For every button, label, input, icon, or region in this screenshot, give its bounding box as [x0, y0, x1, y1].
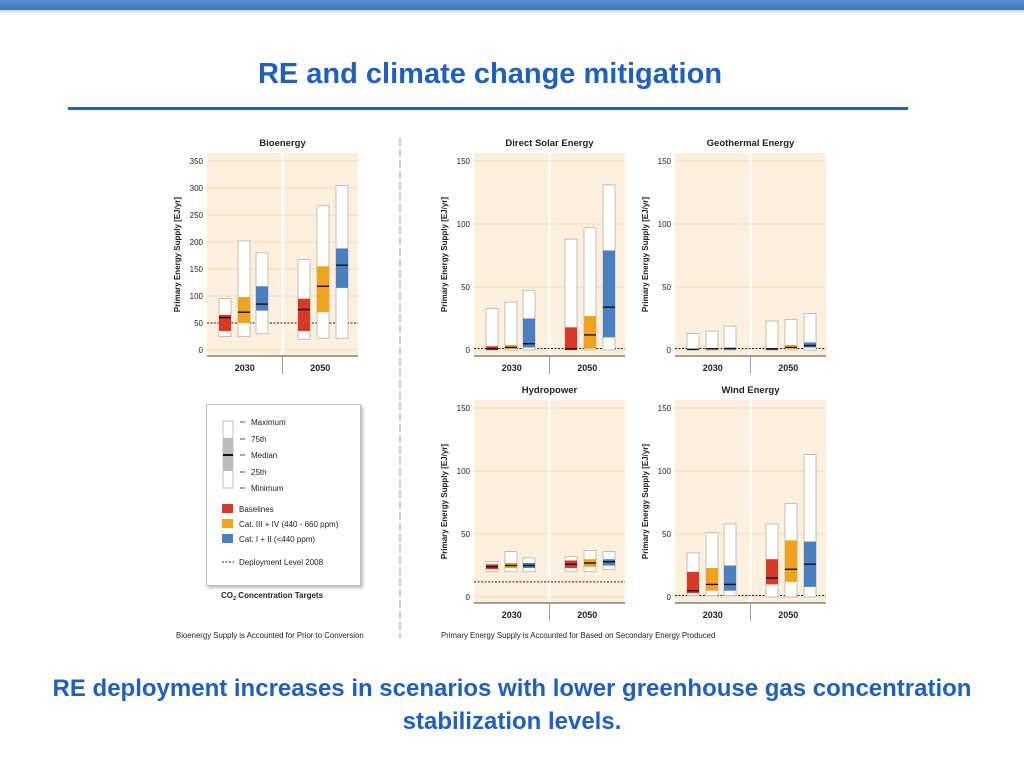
chart-panel-1: 0 50 100 150 Direct Solar Energy Primary Ener…: [440, 138, 625, 374]
chart-title: Direct Solar Energy: [505, 138, 594, 149]
x-group-label: 2050: [778, 610, 798, 620]
chart-panel-3: 0 50 100 150 Hydropower Primary Energy Supply…: [440, 385, 625, 621]
y-tick-label: 50: [662, 530, 671, 539]
legend-category-label: Baselines: [239, 505, 274, 514]
box-iqr: [766, 559, 778, 585]
box-range: [504, 551, 518, 573]
box-iqr: [238, 297, 250, 323]
legend-swatch: [222, 534, 233, 543]
box-range: [723, 325, 737, 351]
legend-targets-label: CO2 Concentration Targets: [221, 591, 324, 602]
legend-stat-label: 25th: [251, 468, 267, 477]
x-group-label: 2030: [502, 610, 522, 620]
box-range: [485, 308, 499, 351]
slide-title: RE and climate change mitigation: [257, 58, 723, 90]
legend-stat-label: Median: [251, 451, 277, 460]
y-tick-label: 0: [466, 593, 471, 602]
box-range: [784, 319, 798, 351]
legend-deployment-label: Deployment Level 2008: [239, 558, 324, 567]
box-iqr: [603, 250, 615, 338]
y-tick-label: 200: [190, 238, 204, 247]
box-iqr: [565, 327, 577, 350]
chart-title: Hydropower: [522, 385, 578, 396]
y-tick-label: 0: [667, 346, 672, 355]
y-tick-label: 150: [658, 157, 672, 166]
box-iqr: [219, 314, 231, 332]
y-tick-label: 100: [457, 467, 471, 476]
x-group-label: 2050: [778, 363, 798, 373]
box-iqr: [706, 568, 718, 591]
y-tick-label: 0: [199, 346, 204, 355]
box-iqr: [298, 298, 310, 332]
box-range: [504, 301, 518, 351]
y-axis-label: Primary Energy Supply [EJ/yr]: [173, 197, 182, 312]
x-group-label: 2050: [577, 610, 597, 620]
x-group-label: 2050: [310, 363, 330, 373]
legend-category-label: Cat. III + IV (440 - 660 ppm): [239, 520, 339, 529]
x-group-label: 2030: [502, 363, 522, 373]
y-tick-label: 50: [194, 319, 203, 328]
y-tick-label: 100: [457, 220, 471, 229]
box-iqr: [584, 315, 596, 349]
y-tick-label: 150: [658, 404, 672, 413]
box-iqr: [687, 571, 699, 594]
y-tick-label: 300: [190, 184, 204, 193]
y-tick-label: 150: [457, 157, 471, 166]
legend-category-label: Cat. I + II (<440 ppm): [239, 535, 315, 544]
x-group-label: 2030: [235, 363, 255, 373]
box-range: [765, 320, 779, 351]
slide-subtitle: RE deployment increases in scenarios wit…: [52, 675, 972, 735]
box-iqr: [336, 248, 348, 288]
y-tick-label: 50: [662, 283, 671, 292]
box-range: [705, 330, 719, 351]
y-tick-label: 150: [190, 265, 204, 274]
y-axis-label: Primary Energy Supply [EJ/yr]: [440, 197, 449, 312]
box-iqr: [724, 565, 736, 591]
chart-panel-0: 0 50 100 150 200 250 300 350 Bioenergy Primary En…: [173, 138, 358, 374]
note-left: Bioenergy Supply is Accounted for Prior …: [176, 631, 364, 640]
top-accent-bar: [0, 0, 1024, 10]
legend-swatch: [222, 519, 233, 528]
legend-stat-label: Minimum: [251, 484, 284, 493]
box-range: [803, 313, 817, 351]
box-iqr: [317, 266, 329, 313]
note-right: Primary Energy Supply is Accounted for B…: [441, 631, 715, 640]
top-accent-shadow: [0, 10, 1024, 14]
chart-title: Wind Energy: [722, 385, 781, 396]
legend-stat-label: 75th: [251, 435, 267, 444]
box-iqr: [523, 318, 535, 348]
y-tick-label: 100: [658, 467, 672, 476]
legend: Maximum 75th Median 25th Minimum Baselines Cat…: [221, 418, 339, 602]
chart-panel-4: 0 50 100 150 Wind Energy Primary Energy Suppl…: [641, 385, 826, 621]
y-tick-label: 150: [457, 404, 471, 413]
box-iqr: [256, 286, 268, 311]
chart-title: Bioenergy: [259, 138, 306, 149]
x-group-label: 2030: [703, 610, 723, 620]
chart-title: Geothermal Energy: [707, 138, 795, 149]
box-iqr: [785, 540, 797, 582]
y-axis-label: Primary Energy Supply [EJ/yr]: [440, 444, 449, 559]
chart-panel-2: 0 50 100 150 Geothermal Energy Primary Energy…: [641, 138, 826, 374]
y-tick-label: 0: [466, 346, 471, 355]
y-axis-label: Primary Energy Supply [EJ/yr]: [641, 197, 650, 312]
y-axis-label: Primary Energy Supply [EJ/yr]: [641, 444, 650, 559]
y-tick-label: 100: [190, 292, 204, 301]
y-tick-label: 250: [190, 211, 204, 220]
y-tick-label: 350: [190, 157, 204, 166]
y-tick-label: 100: [658, 220, 672, 229]
legend-swatch: [222, 504, 233, 513]
y-tick-label: 0: [667, 593, 672, 602]
box-range: [686, 333, 700, 351]
x-group-label: 2030: [703, 363, 723, 373]
x-group-label: 2050: [577, 363, 597, 373]
legend-stat-label: Maximum: [251, 418, 286, 427]
y-tick-label: 50: [461, 283, 470, 292]
y-tick-label: 50: [461, 530, 470, 539]
title-underline: [68, 107, 908, 110]
